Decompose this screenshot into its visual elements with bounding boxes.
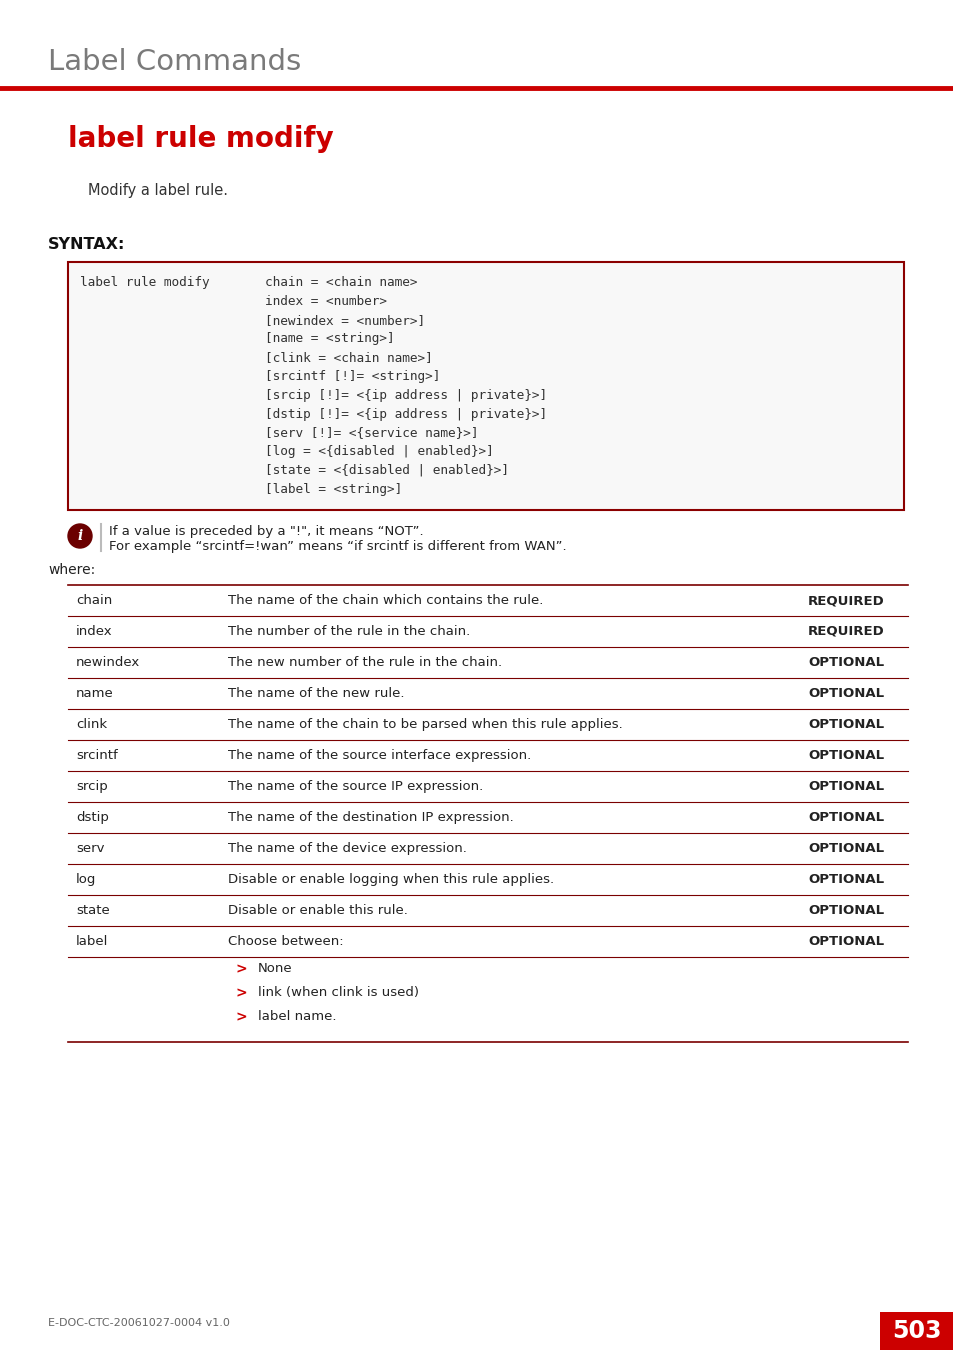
Text: 503: 503 (891, 1319, 941, 1343)
Text: label: label (76, 936, 109, 948)
Text: dstip: dstip (76, 811, 109, 824)
Text: clink: clink (76, 718, 107, 730)
Text: log: log (76, 873, 96, 886)
Text: >: > (235, 986, 248, 1000)
Text: index: index (76, 625, 112, 639)
Text: OPTIONAL: OPTIONAL (807, 811, 883, 824)
Text: OPTIONAL: OPTIONAL (807, 904, 883, 917)
Text: [clink = <chain name>]: [clink = <chain name>] (265, 351, 433, 364)
Text: The name of the chain which contains the rule.: The name of the chain which contains the… (228, 594, 543, 608)
Text: Choose between:: Choose between: (228, 936, 343, 948)
Text: state: state (76, 904, 110, 917)
Text: OPTIONAL: OPTIONAL (807, 936, 883, 948)
Text: [newindex = <number>]: [newindex = <number>] (265, 313, 425, 327)
Text: name: name (76, 687, 113, 701)
Text: OPTIONAL: OPTIONAL (807, 873, 883, 886)
Text: The name of the device expression.: The name of the device expression. (228, 842, 466, 855)
Text: label rule modify: label rule modify (68, 126, 334, 153)
Text: >: > (235, 1010, 248, 1025)
Text: For example “srcintf=!wan” means “if srcintf is different from WAN”.: For example “srcintf=!wan” means “if src… (109, 540, 566, 553)
Text: [log = <{disabled | enabled}>]: [log = <{disabled | enabled}>] (265, 446, 494, 458)
Text: The new number of the rule in the chain.: The new number of the rule in the chain. (228, 656, 501, 670)
Text: The name of the source IP expression.: The name of the source IP expression. (228, 780, 483, 792)
Text: [serv [!]= <{service name}>]: [serv [!]= <{service name}>] (265, 427, 478, 439)
Text: i: i (77, 529, 83, 543)
Text: >: > (235, 963, 248, 976)
Text: srcintf: srcintf (76, 749, 117, 761)
Text: [label = <string>]: [label = <string>] (265, 483, 402, 495)
Text: The name of the new rule.: The name of the new rule. (228, 687, 404, 701)
Text: label name.: label name. (257, 1010, 336, 1023)
Text: E-DOC-CTC-20061027-0004 v1.0: E-DOC-CTC-20061027-0004 v1.0 (48, 1318, 230, 1328)
Text: If a value is preceded by a "!", it means “NOT”.: If a value is preceded by a "!", it mean… (109, 525, 423, 539)
Text: chain: chain (76, 594, 112, 608)
Text: label rule modify: label rule modify (80, 275, 210, 289)
Text: The name of the destination IP expression.: The name of the destination IP expressio… (228, 811, 514, 824)
Text: index = <number>: index = <number> (265, 294, 387, 308)
Text: OPTIONAL: OPTIONAL (807, 687, 883, 701)
Circle shape (68, 524, 91, 548)
Text: [dstip [!]= <{ip address | private}>]: [dstip [!]= <{ip address | private}>] (265, 408, 547, 421)
Text: Disable or enable logging when this rule applies.: Disable or enable logging when this rule… (228, 873, 554, 886)
Text: OPTIONAL: OPTIONAL (807, 842, 883, 855)
Text: [srcip [!]= <{ip address | private}>]: [srcip [!]= <{ip address | private}>] (265, 389, 547, 402)
Text: srcip: srcip (76, 780, 108, 792)
Text: Modify a label rule.: Modify a label rule. (88, 184, 228, 198)
Text: OPTIONAL: OPTIONAL (807, 780, 883, 792)
Text: The number of the rule in the chain.: The number of the rule in the chain. (228, 625, 470, 639)
Text: The name of the chain to be parsed when this rule applies.: The name of the chain to be parsed when … (228, 718, 622, 730)
Text: chain = <chain name>: chain = <chain name> (265, 275, 417, 289)
Text: The name of the source interface expression.: The name of the source interface express… (228, 749, 531, 761)
Text: link (when clink is used): link (when clink is used) (257, 986, 418, 999)
Text: OPTIONAL: OPTIONAL (807, 656, 883, 670)
Text: None: None (257, 963, 293, 975)
Text: REQUIRED: REQUIRED (807, 625, 883, 639)
Text: SYNTAX:: SYNTAX: (48, 238, 125, 252)
Text: where:: where: (48, 563, 95, 576)
Text: Label Commands: Label Commands (48, 49, 301, 76)
FancyBboxPatch shape (879, 1312, 953, 1350)
Text: [name = <string>]: [name = <string>] (265, 332, 395, 346)
Text: serv: serv (76, 842, 105, 855)
FancyBboxPatch shape (68, 262, 903, 510)
Text: newindex: newindex (76, 656, 140, 670)
Text: OPTIONAL: OPTIONAL (807, 749, 883, 761)
Text: [state = <{disabled | enabled}>]: [state = <{disabled | enabled}>] (265, 464, 509, 477)
Text: REQUIRED: REQUIRED (807, 594, 883, 608)
Text: OPTIONAL: OPTIONAL (807, 718, 883, 730)
Text: Disable or enable this rule.: Disable or enable this rule. (228, 904, 408, 917)
Text: [srcintf [!]= <string>]: [srcintf [!]= <string>] (265, 370, 440, 383)
